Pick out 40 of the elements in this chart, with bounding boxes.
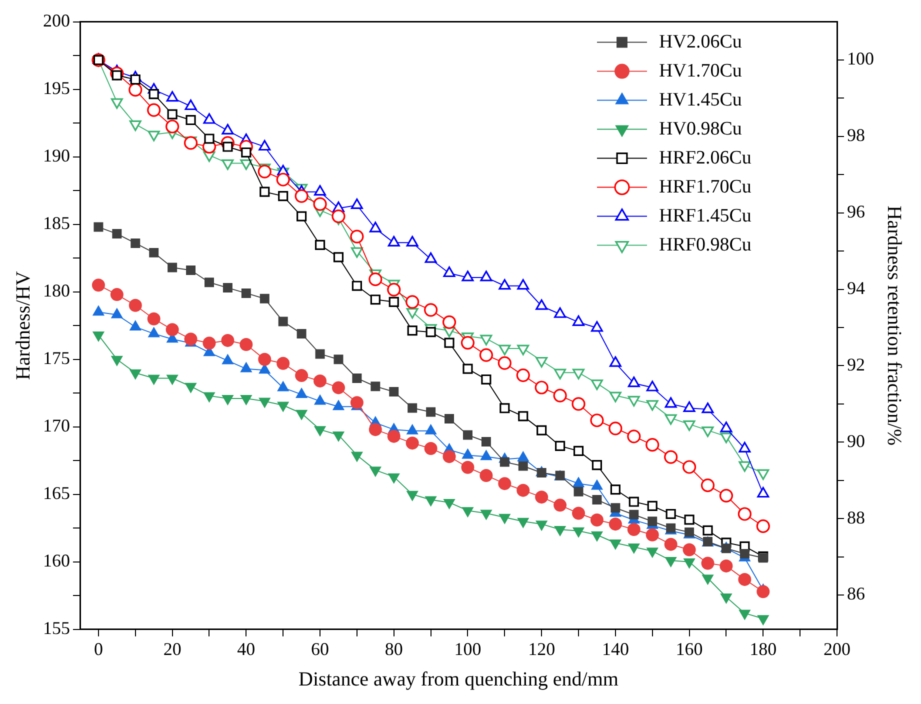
x-tick-label: 40 xyxy=(237,638,256,659)
y2-tick-label: 88 xyxy=(847,507,865,528)
legend-label: HRF1.45Cu xyxy=(659,205,752,226)
x-tick-label: 200 xyxy=(824,638,850,659)
y-tick-label: 185 xyxy=(43,213,70,234)
y-tick-label: 165 xyxy=(43,483,70,504)
y2-tick-label: 90 xyxy=(847,430,865,451)
y2-tick-label: 96 xyxy=(847,202,865,222)
x-tick-label: 0 xyxy=(94,638,103,659)
legend-label: HRF2.06Cu xyxy=(659,147,752,168)
y2-tick-label: 94 xyxy=(847,278,865,298)
x-tick-label: 80 xyxy=(384,638,403,659)
y2-tick-label: 100 xyxy=(847,48,874,69)
y-tick-label: 175 xyxy=(43,348,70,368)
legend-label: HRF0.98Cu xyxy=(659,234,752,256)
y-tick-label: 180 xyxy=(43,280,70,301)
x-tick-label: 100 xyxy=(454,638,482,659)
y-tick-label: 170 xyxy=(43,416,70,436)
y-tick-label: 200 xyxy=(43,10,70,31)
y-tick-label: 195 xyxy=(43,78,70,98)
y2-tick-label: 86 xyxy=(847,584,865,604)
x-axis-title: Distance away from quenching end/mm xyxy=(298,668,619,690)
legend-label: HV2.06Cu xyxy=(659,31,742,52)
x-tick-label: 120 xyxy=(528,638,556,659)
y2-tick-label: 92 xyxy=(847,354,865,374)
legend-label: HRF1.70Cu xyxy=(659,176,752,198)
y2-axis-title: Hardness retention fraction/% xyxy=(882,206,905,446)
x-tick-label: 20 xyxy=(163,638,182,659)
x-tick-label: 60 xyxy=(311,638,330,659)
y-tick-label: 155 xyxy=(43,618,70,638)
legend-label: HV0.98Cu xyxy=(659,118,742,140)
y-tick-label: 160 xyxy=(43,550,70,571)
x-tick-label: 140 xyxy=(602,638,629,659)
legend-label: HV1.45Cu xyxy=(659,89,742,110)
legend-label: HV1.70Cu xyxy=(659,60,742,82)
x-tick-label: 180 xyxy=(750,638,777,659)
y-tick-label: 190 xyxy=(43,146,70,166)
y2-tick-label: 98 xyxy=(847,125,865,146)
y-axis-title: Hardness/HV xyxy=(12,270,34,380)
x-tick-label: 160 xyxy=(676,638,703,659)
